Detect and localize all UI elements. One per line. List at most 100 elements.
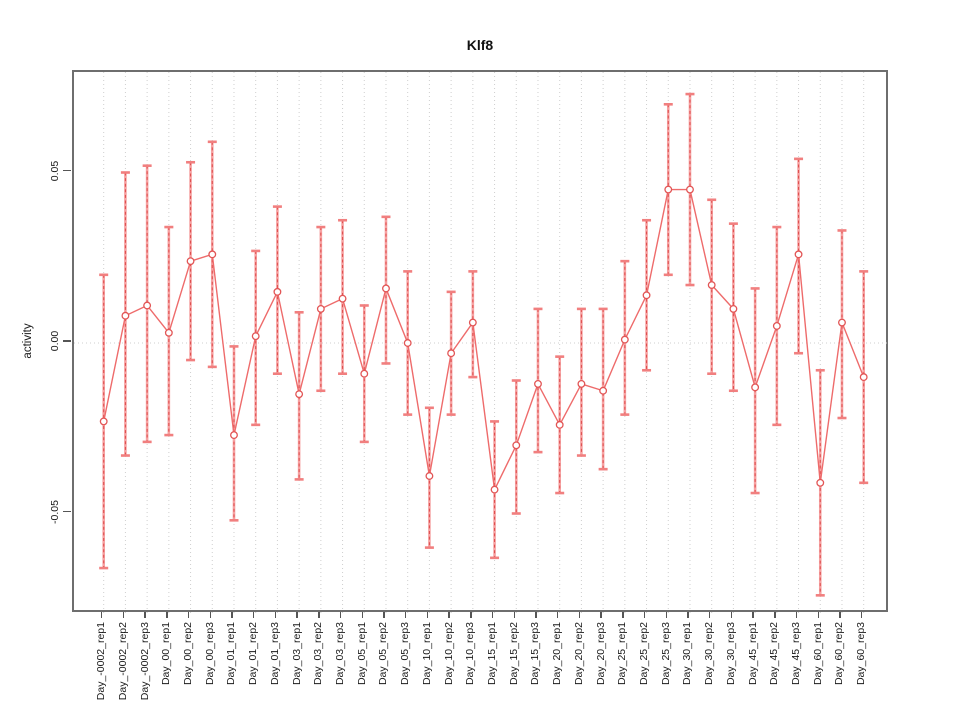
data-point bbox=[620, 335, 629, 344]
x-tick-label: Day_25_rep1 bbox=[616, 622, 629, 686]
x-tick-label: Day_30_rep1 bbox=[681, 622, 694, 686]
x-tick-label: Day_45_rep1 bbox=[746, 622, 759, 686]
x-tick-label: Day_-0002_rep1 bbox=[95, 622, 108, 701]
data-point bbox=[838, 318, 846, 327]
data-point bbox=[772, 321, 781, 330]
x-axis-tick bbox=[708, 612, 711, 618]
x-tick-label: Day_60_rep2 bbox=[833, 622, 846, 686]
x-tick-label: Day_10_rep3 bbox=[464, 622, 477, 686]
x-tick-label: Day_01_rep1 bbox=[225, 622, 238, 686]
y-tick-label: 0.05 bbox=[49, 160, 61, 181]
x-tick-label: Day_60_rep1 bbox=[811, 622, 824, 686]
x-tick-label: Day_03_rep1 bbox=[290, 622, 303, 686]
x-axis-tick bbox=[556, 612, 559, 618]
data-point bbox=[316, 304, 325, 313]
x-tick-label: Day_10_rep1 bbox=[420, 622, 433, 686]
x-tick-label: Day_25_rep3 bbox=[659, 622, 672, 686]
x-tick-label: Day_20_rep3 bbox=[594, 622, 607, 686]
x-axis-tick bbox=[535, 612, 537, 618]
data-point bbox=[534, 379, 542, 388]
x-tick-label: Day_15_rep1 bbox=[486, 622, 499, 686]
data-point bbox=[859, 373, 868, 382]
x-tick-label: Day_05_rep3 bbox=[399, 622, 412, 686]
x-tick-label: Day_-0002_rep2 bbox=[116, 622, 129, 701]
x-tick-label: Day_03_rep2 bbox=[312, 622, 325, 686]
data-point bbox=[186, 257, 195, 266]
x-tick-label: Day_01_rep3 bbox=[268, 622, 281, 686]
data-point bbox=[273, 287, 282, 296]
data-point bbox=[295, 390, 304, 399]
x-tick-label: Day_03_rep3 bbox=[334, 622, 347, 686]
x-tick-label: Day_15_rep3 bbox=[529, 622, 542, 686]
x-axis-tick bbox=[774, 612, 776, 618]
x-axis-tick bbox=[187, 612, 190, 618]
y-axis-label: activity bbox=[22, 323, 34, 359]
x-axis-tick bbox=[166, 612, 168, 618]
data-point bbox=[251, 332, 260, 341]
x-axis-tick bbox=[687, 612, 689, 618]
x-tick-label: Day_10_rep2 bbox=[442, 622, 455, 686]
data-point bbox=[208, 250, 217, 259]
x-tick-label: Day_30_rep3 bbox=[724, 622, 737, 686]
data-point bbox=[425, 472, 434, 480]
series-line bbox=[103, 188, 865, 491]
data-point bbox=[121, 311, 130, 320]
x-tick-label: Day_60_rep3 bbox=[855, 622, 868, 686]
y-axis-tick bbox=[63, 169, 71, 172]
x-tick-label: Day_25_rep2 bbox=[638, 622, 651, 686]
x-axis-tick bbox=[643, 612, 646, 618]
data-point bbox=[686, 185, 694, 194]
data-point bbox=[794, 250, 803, 259]
x-axis-tick bbox=[600, 612, 602, 618]
plot-area bbox=[72, 70, 890, 614]
data-point bbox=[729, 304, 738, 313]
x-tick-label: Day_00_rep2 bbox=[182, 622, 195, 686]
x-axis-tick bbox=[383, 612, 385, 618]
data-point bbox=[99, 417, 108, 426]
x-axis-tick bbox=[622, 612, 624, 618]
x-axis-tick bbox=[122, 612, 125, 618]
data-point bbox=[382, 284, 390, 293]
x-axis-tick bbox=[231, 612, 233, 618]
y-axis-tick bbox=[63, 510, 71, 513]
x-tick-label: Day_15_rep2 bbox=[507, 622, 520, 686]
data-point bbox=[512, 441, 521, 450]
x-axis-tick bbox=[578, 612, 581, 618]
x-tick-label: Day_01_rep2 bbox=[247, 622, 260, 686]
data-point bbox=[577, 379, 586, 388]
x-axis-tick bbox=[491, 612, 494, 618]
x-axis-tick bbox=[252, 612, 255, 618]
data-point bbox=[447, 349, 456, 358]
data-point bbox=[338, 294, 347, 303]
x-axis-tick bbox=[426, 612, 429, 618]
x-axis-tick bbox=[339, 612, 342, 618]
x-axis-tick bbox=[404, 612, 407, 618]
x-tick-label: Day_05_rep1 bbox=[355, 622, 368, 686]
x-tick-label: Day_20_rep2 bbox=[572, 622, 585, 686]
x-tick-label: Day_20_rep1 bbox=[551, 622, 564, 686]
x-tick-label: Day_00_rep3 bbox=[203, 622, 216, 686]
x-axis-tick bbox=[470, 612, 472, 618]
x-tick-label: Day_30_rep2 bbox=[703, 622, 716, 686]
x-tick-label: Day_45_rep3 bbox=[790, 622, 803, 686]
data-point bbox=[707, 281, 716, 289]
x-axis-tick bbox=[361, 612, 364, 618]
data-point bbox=[816, 478, 825, 487]
x-axis-tick bbox=[274, 612, 277, 618]
x-axis-tick bbox=[730, 612, 733, 618]
data-point bbox=[664, 185, 673, 194]
x-axis-tick bbox=[209, 612, 212, 618]
x-axis-tick bbox=[860, 612, 863, 618]
x-axis-tick bbox=[448, 612, 450, 618]
data-point bbox=[468, 318, 477, 327]
plot-svg bbox=[74, 72, 890, 614]
data-point bbox=[143, 301, 152, 310]
x-tick-label: Day_-0002_rep3 bbox=[138, 622, 151, 701]
data-point bbox=[555, 420, 564, 429]
y-axis-tick bbox=[63, 340, 71, 342]
data-point bbox=[164, 328, 173, 337]
x-tick-label: Day_00_rep1 bbox=[160, 622, 173, 686]
data-point bbox=[403, 339, 412, 347]
x-axis-tick bbox=[752, 612, 754, 618]
